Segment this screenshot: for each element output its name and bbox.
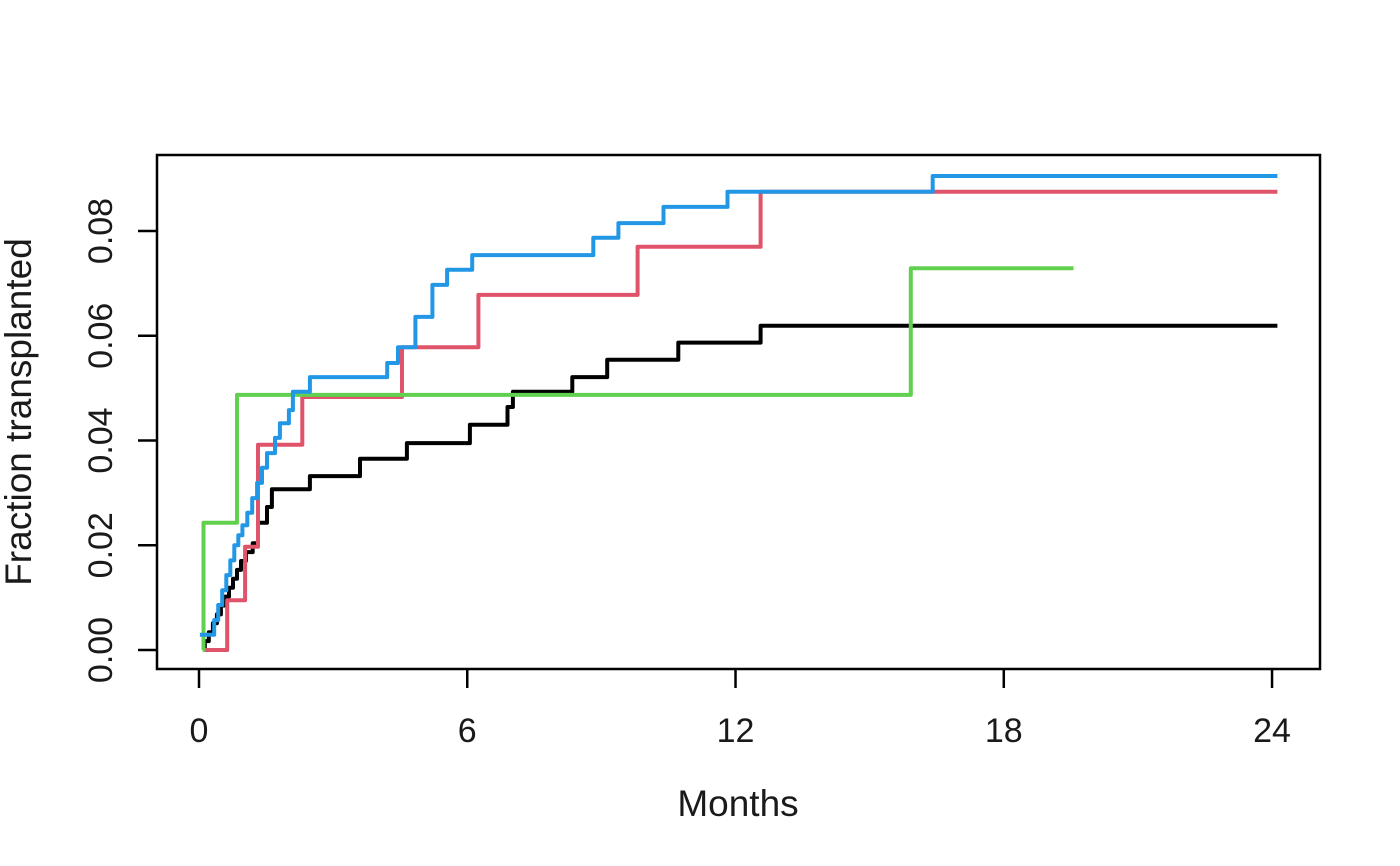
y-axis-tick-label: 0.00 xyxy=(82,617,120,683)
x-axis-tick-label: 24 xyxy=(1253,712,1291,750)
y-axis-tick-label: 0.08 xyxy=(82,198,120,264)
y-axis-title: Fraction transplanted xyxy=(0,238,39,586)
x-axis-tick-label: 6 xyxy=(458,712,477,750)
series-path-group-red xyxy=(203,189,1278,652)
x-axis-tick-label: 18 xyxy=(985,712,1023,750)
series-path-group-blue xyxy=(199,174,1278,637)
series-group xyxy=(199,174,1278,652)
x-axis-title: Months xyxy=(677,783,798,824)
tick-labels-group: 0 6 12 18 24 0.00 0.02 0.04 0.06 0.08 xyxy=(82,198,1291,750)
plot-box xyxy=(155,153,1322,671)
y-axis-tick-label: 0.06 xyxy=(82,303,120,369)
x-axis-tick-label: 12 xyxy=(717,712,755,750)
series-path-group-green xyxy=(201,266,1074,652)
series-path-group-black xyxy=(202,323,1278,652)
axis-ticks-group xyxy=(138,229,1274,688)
y-axis-tick-label: 0.04 xyxy=(82,407,120,473)
x-axis-tick-label: 0 xyxy=(190,712,209,750)
y-axis-tick-label: 0.02 xyxy=(82,512,120,578)
